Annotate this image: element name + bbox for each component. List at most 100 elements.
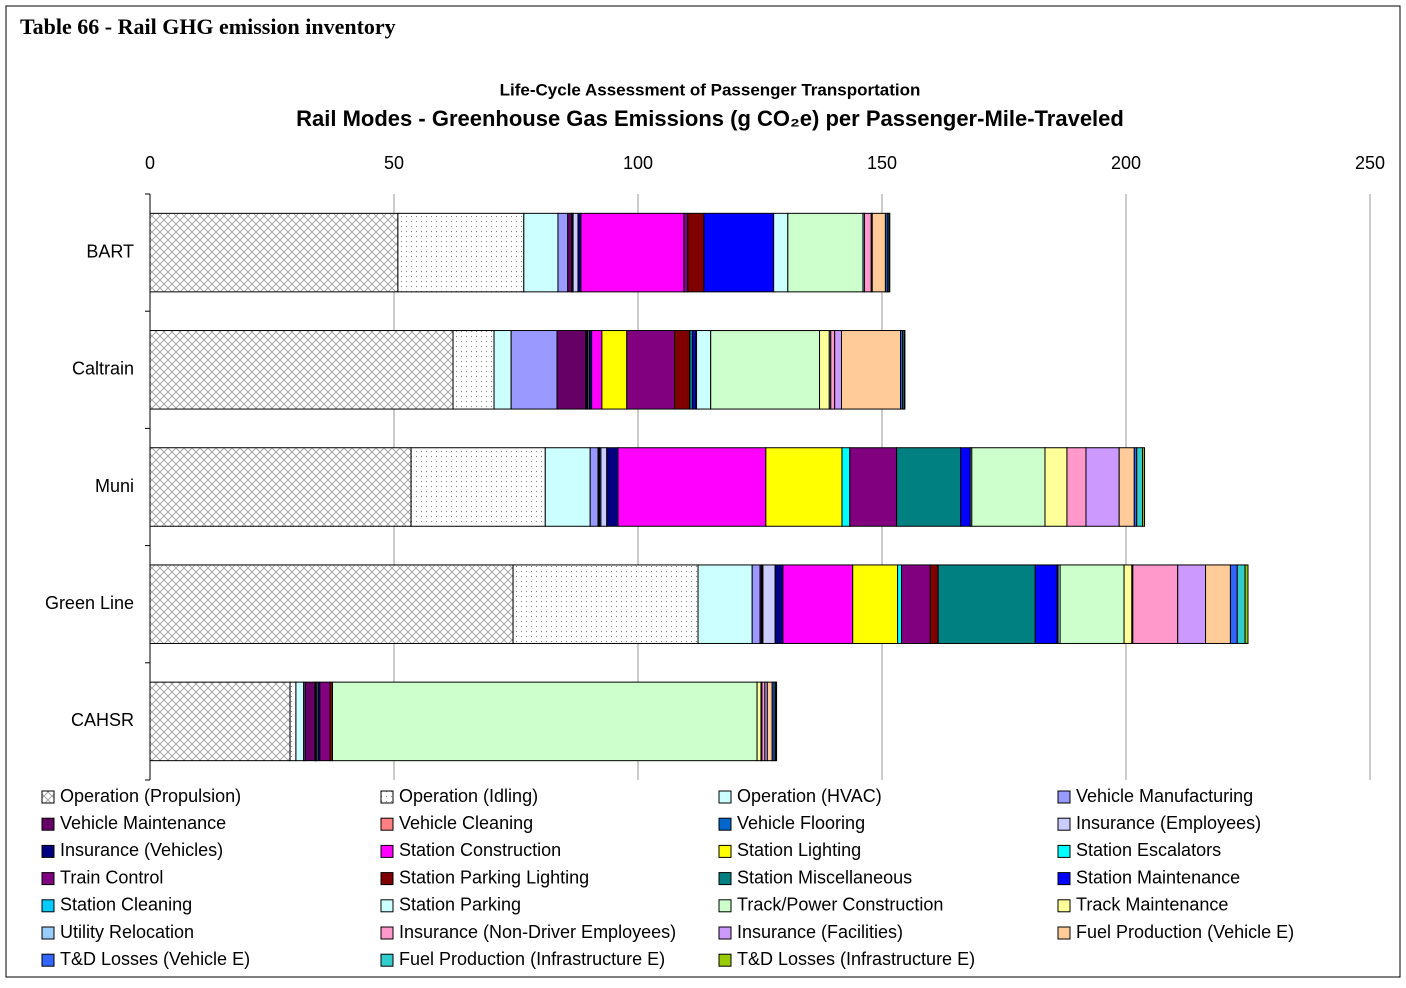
legend-swatch [381,873,393,885]
bar-segment [788,213,863,292]
legend-swatch [381,818,393,830]
legend-swatch [42,927,54,939]
bar-segment [411,448,545,527]
y-tick-label: BART [86,241,134,261]
bar-segment [627,331,675,410]
legend-label: Station Cleaning [60,895,192,915]
bar-segment [581,213,684,292]
bar-segment [898,565,902,644]
legend-swatch [381,900,393,912]
bar-segment [757,682,761,761]
legend-label: Station Parking [399,895,521,915]
bar-segment [333,682,758,761]
bar-segment [602,331,627,410]
bar-segment [524,213,558,292]
bar-segment [763,565,775,644]
x-tick-label: 200 [1111,153,1141,173]
legend-swatch [42,873,54,885]
legend-swatch [381,927,393,939]
legend-label: Fuel Production (Infrastructure E) [399,949,665,969]
bar-segment [675,331,690,410]
bar-segment [618,448,766,527]
bar-segment [305,682,315,761]
bar-segment [820,331,830,410]
legend-label: Train Control [60,867,163,887]
x-tick-label: 100 [623,153,653,173]
bar-segment [573,213,578,292]
bar-segment [938,565,1035,644]
bar-segment [290,682,296,761]
bar-segment [774,213,788,292]
bar-segment [150,565,513,644]
bar-segment [864,213,871,292]
legend-swatch [42,845,54,857]
legend-swatch [719,900,731,912]
bar-segment [592,331,602,410]
legend-swatch [42,791,54,803]
bar-segment [513,565,698,644]
legend-swatch [381,954,393,966]
legend-label: Fuel Production (Vehicle E) [1076,922,1294,942]
legend-swatch [719,873,731,885]
bar-segment [398,213,524,292]
legend-swatch [719,818,731,830]
bar-segment [1086,448,1119,527]
legend-swatch [1058,900,1070,912]
bar-segment [902,565,931,644]
legend-label: Operation (HVAC) [737,786,882,806]
legend-swatch [1058,791,1070,803]
bar-segment [767,682,772,761]
legend-label: Vehicle Cleaning [399,813,533,833]
bar-segment [831,331,835,410]
legend-label: Insurance (Vehicles) [60,840,223,860]
bar-segment [853,565,898,644]
bar-segment [841,331,900,410]
bar-segment [296,682,304,761]
bar-segment [1067,448,1086,527]
legend-label: Operation (Idling) [399,786,538,806]
bar-segment [698,565,752,644]
bar-segment [961,448,971,527]
chart-title: Rail Modes - Greenhouse Gas Emissions (g… [296,106,1124,131]
bar-segment [1119,448,1134,527]
legend-label: Vehicle Flooring [737,813,865,833]
legend-swatch [1058,873,1070,885]
legend-label: Station Lighting [737,840,861,860]
legend-label: Station Maintenance [1076,867,1240,887]
y-tick-label: Green Line [45,593,134,613]
legend-label: Station Escalators [1076,840,1221,860]
bar-segment [704,213,774,292]
bar-segment [511,331,557,410]
legend-label: T&D Losses (Infrastructure E) [737,949,975,969]
bar-segment [697,331,711,410]
bar-segment [1133,565,1178,644]
legend-swatch [381,791,393,803]
bar-segment [150,213,398,292]
legend-label: Station Construction [399,840,561,860]
bar-segment [1035,565,1057,644]
bar-segment [972,448,1045,527]
chart-subtitle: Life-Cycle Assessment of Passenger Trans… [500,80,921,99]
bar-segment [889,213,890,292]
legend-swatch [719,954,731,966]
bar-segment [1230,565,1237,644]
legend-swatch [719,845,731,857]
legend-label: Station Parking Lighting [399,867,589,887]
legend-swatch [1058,818,1070,830]
bar-segment [897,448,961,527]
legend-label: Insurance (Employees) [1076,813,1261,833]
legend-label: Operation (Propulsion) [60,786,241,806]
bar-segment [776,682,777,761]
legend-label: Station Miscellaneous [737,867,912,887]
bar-segment [1237,565,1245,644]
bar-segment [842,448,850,527]
legend-swatch [42,818,54,830]
legend-swatch [42,900,54,912]
bar-segment [783,565,853,644]
bar-segment [1245,565,1248,644]
bar-segment [1206,565,1231,644]
legend-swatch [42,954,54,966]
legend-label: Track/Power Construction [737,895,943,915]
legend-swatch [1058,845,1070,857]
